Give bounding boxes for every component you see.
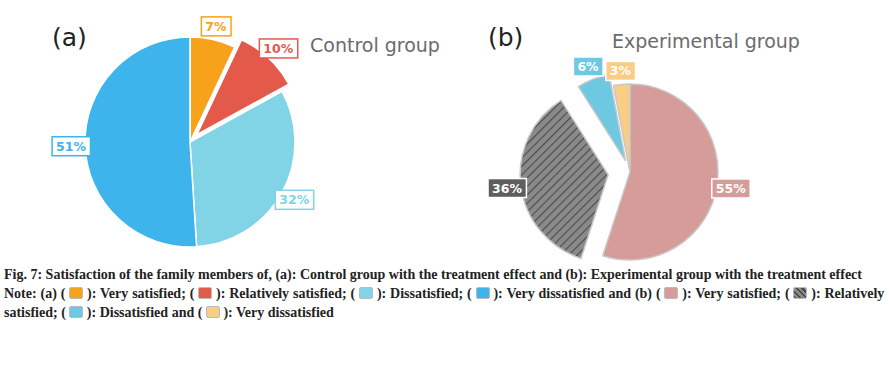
note-category: Very satisfied (695, 286, 776, 301)
data-label-box (275, 190, 313, 209)
note-bracket: ): (87, 286, 96, 301)
note-category: Very dissatisfied (506, 286, 604, 301)
data-label-box (573, 57, 603, 76)
note-bracket: ( (198, 305, 203, 320)
note: Note: (a) ( ): Very satisfied; ( ): Rela… (4, 284, 884, 322)
note-swatch (69, 306, 83, 318)
note-bracket: ): (223, 305, 232, 320)
figure-charts: (a) Control group 7% 10% 32% 51% (b) Experiment… (0, 0, 889, 264)
panel-label: (b) (488, 23, 523, 52)
note-bracket: ): (216, 286, 225, 301)
data-label-text: 6% (577, 59, 599, 74)
slices (520, 74, 718, 260)
pie-slice (85, 37, 197, 247)
data-label-text: 51% (56, 139, 86, 154)
data-label-text: 32% (279, 192, 309, 207)
data-label-box (488, 179, 526, 198)
data-label: 51% (52, 137, 90, 156)
note-bracket: ): (682, 286, 691, 301)
data-label-box (201, 17, 231, 36)
note-swatch (198, 287, 212, 299)
note-separator: and (608, 286, 631, 301)
data-label-box (712, 179, 750, 198)
slices (85, 37, 295, 247)
data-label: 6% (573, 57, 603, 76)
note-separator: ; (776, 286, 781, 301)
note-category: Very dissatisfied (236, 305, 334, 320)
data-label: 32% (275, 190, 313, 209)
note-separator: ; (53, 305, 58, 320)
note-category: Dissatisfied (390, 286, 458, 301)
note-swatch (664, 287, 678, 299)
data-label-box (52, 137, 90, 156)
note-bracket: ( (785, 286, 790, 301)
note-swatch (359, 287, 373, 299)
pie-slice (614, 84, 630, 172)
chart-title: Experimental group (612, 30, 800, 52)
note-swatch (69, 287, 83, 299)
note-swatch (206, 306, 220, 318)
pie-chart: (b) Experimental group 55% 36% 6% 3% (488, 23, 800, 260)
data-labels: 7% 10% 32% 51% (52, 17, 314, 209)
note-separator: and (172, 305, 195, 320)
data-label-box (606, 61, 636, 80)
note-separator: ; (342, 286, 347, 301)
pie-slice (520, 100, 608, 258)
note-panel: (a) (41, 286, 57, 301)
note-bracket: ): (87, 305, 96, 320)
data-label: 7% (201, 17, 231, 36)
note-panel: (b) (635, 286, 652, 301)
note-bracket: ( (656, 286, 661, 301)
note-swatch (793, 287, 807, 299)
note-bracket: ( (61, 305, 66, 320)
chart-title: Control group (310, 34, 440, 56)
data-labels: 55% 36% 6% 3% (488, 57, 750, 198)
note-bracket: ( (190, 286, 195, 301)
note-category: Very satisfied (100, 286, 181, 301)
data-label-text: 55% (716, 181, 746, 196)
note-bracket: ( (61, 286, 66, 301)
note-bracket: ): (377, 286, 386, 301)
data-label-text: 36% (492, 181, 522, 196)
note-separator: ; (181, 286, 186, 301)
note-bracket: ): (811, 286, 820, 301)
note-bracket: ( (351, 286, 356, 301)
data-label: 3% (606, 61, 636, 80)
note-category: Relatively satisfied (229, 286, 342, 301)
note-separator: ; (459, 286, 464, 301)
note-category: Dissatisfied (100, 305, 168, 320)
data-label-text: 10% (263, 41, 293, 56)
pie-chart: (a) Control group 7% 10% 32% 51% (52, 17, 440, 247)
caption-box: Fig. 7: Satisfaction of the family membe… (4, 265, 884, 322)
data-label: 10% (259, 39, 297, 58)
caption: Fig. 7: Satisfaction of the family membe… (4, 265, 884, 284)
data-label: 36% (488, 179, 526, 198)
pie-slice (190, 91, 295, 246)
data-label: 55% (712, 179, 750, 198)
data-label-box (259, 39, 297, 58)
note-lead: Note: (4, 286, 37, 301)
panel-label: (a) (52, 23, 87, 52)
pie-slice (603, 84, 718, 260)
note-bracket: ( (467, 286, 472, 301)
note-swatch (476, 287, 490, 299)
data-label-text: 3% (610, 63, 632, 78)
data-label-text: 7% (205, 19, 227, 34)
note-bracket: ): (493, 286, 502, 301)
